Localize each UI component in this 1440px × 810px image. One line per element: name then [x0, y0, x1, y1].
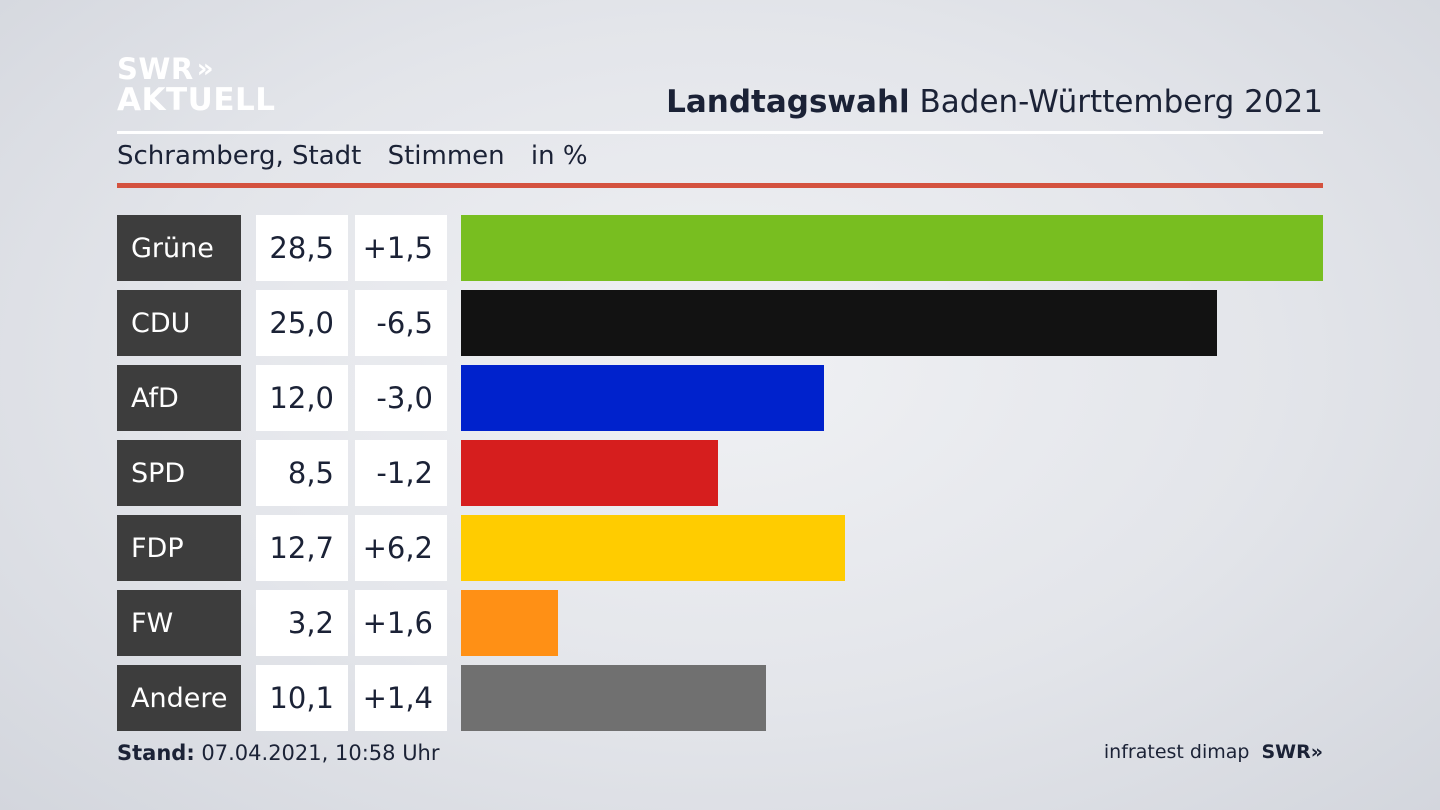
subtitle-place: Schramberg, Stadt	[117, 141, 362, 171]
vote-share-bar	[461, 665, 766, 731]
stand-label: Stand:	[117, 741, 195, 765]
stand-value: 07.04.2021, 10:58 Uhr	[201, 741, 440, 765]
party-label: Andere	[117, 665, 241, 731]
vote-share-bar	[461, 365, 824, 431]
change-label: -3,0	[355, 365, 447, 431]
party-label: FDP	[117, 515, 241, 581]
result-row: CDU 25,0 -6,5	[0, 290, 1440, 356]
party-label: Grüne	[117, 215, 241, 281]
change-label: +1,6	[355, 590, 447, 656]
logo-swr-text: SWR	[117, 52, 194, 86]
vote-share-label: 12,7	[256, 515, 348, 581]
party-label: AfD	[117, 365, 241, 431]
result-row: SPD 8,5 -1,2	[0, 440, 1440, 506]
vote-share-label: 3,2	[256, 590, 348, 656]
chevrons-icon: »	[196, 54, 214, 84]
change-label: -1,2	[355, 440, 447, 506]
title-bold: Landtagswahl	[666, 84, 910, 120]
party-label: SPD	[117, 440, 241, 506]
result-row: FDP 12,7 +6,2	[0, 515, 1440, 581]
accent-divider	[117, 183, 1323, 188]
chart-title: Landtagswahl Baden-Württemberg 2021	[666, 84, 1323, 120]
chart-subtitle: Schramberg, Stadt Stimmen in %	[117, 141, 606, 171]
vote-share-label: 25,0	[256, 290, 348, 356]
vote-share-bar	[461, 215, 1323, 281]
change-label: +1,4	[355, 665, 447, 731]
vote-share-label: 8,5	[256, 440, 348, 506]
result-row: Andere 10,1 +1,4	[0, 665, 1440, 731]
vote-share-bar	[461, 290, 1217, 356]
source-text: infratest dimap	[1103, 741, 1250, 763]
title-rest: Baden-Württemberg 2021	[919, 84, 1323, 120]
vote-share-bar	[461, 590, 558, 656]
source-credit: infratest dimap SWR»	[1104, 741, 1323, 763]
result-row: Grüne 28,5 +1,5	[0, 215, 1440, 281]
result-row: AfD 12,0 -3,0	[0, 365, 1440, 431]
logo-aktuell-text: AKTUELL	[117, 82, 276, 118]
change-label: +6,2	[355, 515, 447, 581]
swr-brand-logo: SWR»	[1261, 741, 1323, 763]
change-label: -6,5	[355, 290, 447, 356]
vote-share-bar	[461, 440, 718, 506]
subtitle-measure: Stimmen	[387, 141, 505, 171]
party-label: FW	[117, 590, 241, 656]
vote-share-bar	[461, 515, 845, 581]
vote-share-label: 10,1	[256, 665, 348, 731]
vote-share-label: 12,0	[256, 365, 348, 431]
change-label: +1,5	[355, 215, 447, 281]
result-row: FW 3,2 +1,6	[0, 590, 1440, 656]
swr-aktuell-logo: SWR» AKTUELL	[117, 54, 276, 116]
party-label: CDU	[117, 290, 241, 356]
timestamp: Stand: 07.04.2021, 10:58 Uhr	[117, 741, 440, 765]
subtitle-unit: in %	[530, 141, 588, 171]
vote-share-label: 28,5	[256, 215, 348, 281]
title-divider	[117, 131, 1323, 134]
